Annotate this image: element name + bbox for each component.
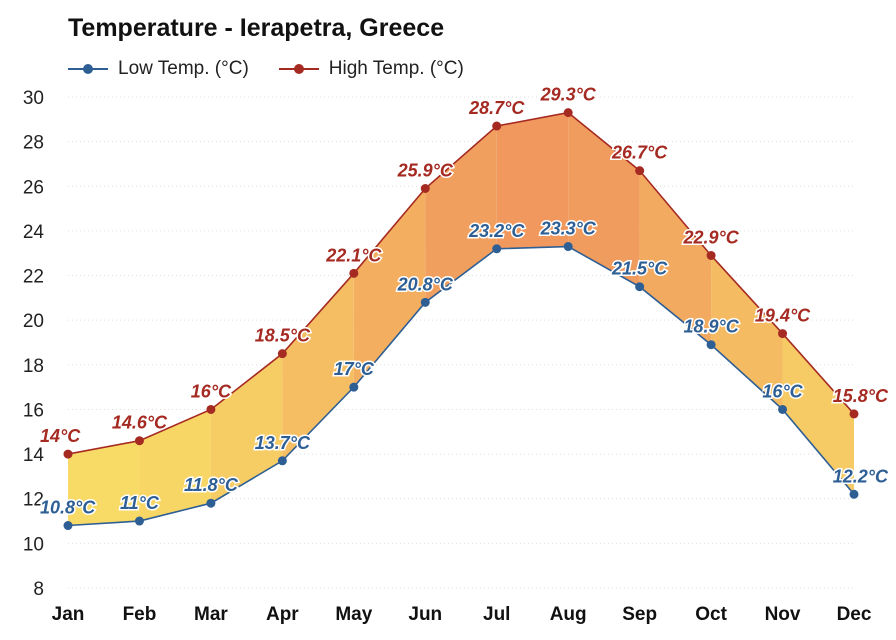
high-temp-data-label: 26.7°C — [611, 143, 668, 163]
high-temp-data-label: 15.8°C — [833, 386, 889, 406]
low-temp-point — [206, 498, 216, 508]
low-temp-line — [67, 245, 855, 527]
low-temp-data-label: 13.7°C — [255, 433, 311, 453]
low-temp-data-label: 23.2°C — [468, 221, 525, 241]
high-temp-data-label: 14.6°C — [112, 413, 168, 433]
low-temp-point — [492, 244, 502, 254]
low-temp-point — [849, 489, 859, 499]
low-temp-data-label: 23.3°C — [540, 219, 597, 239]
temperature-band-segment — [782, 333, 854, 495]
high-temp-data-label: 18.5°C — [255, 326, 311, 346]
low-temp-data-label: 12.2°C — [833, 466, 889, 486]
temperature-band-segment — [425, 126, 497, 303]
low-temp-data-label: 21.5°C — [611, 259, 668, 279]
y-tick-label: 18 — [23, 356, 44, 377]
high-temp-data-label: 19.4°C — [755, 306, 811, 326]
x-tick-label: Nov — [765, 604, 801, 625]
legend-item-low[interactable]: Low Temp. (°C) — [68, 58, 249, 80]
low-temp-point — [706, 340, 716, 350]
low-temp-data-label: 11°C — [120, 493, 160, 513]
high-temp-point — [63, 449, 73, 459]
high-temp-point — [635, 166, 645, 176]
x-tick-label: Aug — [550, 604, 587, 625]
x-tick-label: Sep — [622, 604, 657, 625]
temperature-band-segment — [496, 112, 569, 249]
chart-legend: Low Temp. (°C) High Temp. (°C) — [68, 58, 494, 80]
high-temp-point — [277, 349, 287, 359]
high-temp-point — [134, 436, 144, 446]
high-temp-data-label: 25.9°C — [397, 161, 454, 181]
high-temp-point — [420, 184, 430, 194]
y-tick-label: 12 — [23, 490, 44, 511]
low-temp-point — [420, 297, 430, 307]
high-temp-data-label: 29.3°C — [540, 85, 597, 105]
legend-low-label: Low Temp. (°C) — [118, 58, 249, 79]
low-temp-data-label: 10.8°C — [40, 498, 96, 518]
high-temp-data-label: 16°C — [191, 381, 232, 401]
low-temp-point — [134, 516, 144, 526]
high-temp-data-label: 28.7°C — [468, 98, 525, 118]
temperature-band-segment — [282, 273, 354, 461]
high-temp-data-label: 22.1°C — [325, 245, 382, 265]
high-temp-data-label: 14°C — [40, 426, 81, 446]
low-temp-point — [277, 456, 287, 466]
x-tick-label: Jul — [483, 604, 510, 625]
temperature-band-segment — [353, 188, 426, 388]
chart-title: Temperature - Ierapetra, Greece — [68, 14, 445, 42]
low-temp-point — [63, 521, 73, 531]
y-tick-label: 28 — [23, 133, 44, 154]
high-temp-point — [492, 121, 502, 131]
low-temp-point — [778, 404, 788, 414]
legend-item-high[interactable]: High Temp. (°C) — [278, 58, 464, 80]
high-temp-point — [849, 409, 859, 419]
y-tick-label: 8 — [33, 579, 44, 600]
low-temp-data-label: 18.9°C — [683, 317, 739, 337]
y-tick-label: 22 — [23, 267, 44, 288]
low-temp-data-label: 16°C — [762, 381, 803, 401]
x-tick-label: Jun — [408, 604, 442, 625]
x-tick-label: Apr — [266, 604, 299, 625]
temperature-band-segment — [711, 255, 783, 410]
high-temp-point — [778, 329, 788, 339]
y-tick-label: 16 — [23, 400, 44, 421]
y-tick-label: 26 — [23, 177, 44, 198]
temperature-band-segment — [139, 409, 211, 522]
y-tick-label: 30 — [23, 88, 44, 109]
low-temp-data-label: 11.8°C — [184, 475, 239, 495]
legend-low-marker-icon — [68, 62, 108, 76]
low-temp-point — [349, 382, 359, 392]
y-tick-label: 14 — [23, 445, 45, 466]
x-tick-label: Feb — [123, 604, 157, 625]
low-temp-data-label: 17°C — [334, 359, 375, 379]
x-tick-label: Oct — [695, 604, 727, 625]
low-temp-point — [563, 242, 573, 252]
low-temp-point — [635, 282, 645, 292]
temperature-band-segment — [210, 353, 283, 504]
high-temp-line — [67, 111, 855, 455]
high-temp-point — [563, 108, 573, 118]
low-temp-data-label: 20.8°C — [397, 274, 454, 294]
high-temp-point — [706, 250, 716, 260]
y-tick-label: 20 — [23, 311, 44, 332]
x-tick-label: Mar — [194, 604, 228, 625]
x-tick-label: Jan — [52, 604, 85, 625]
high-temp-point — [349, 268, 359, 278]
x-tick-label: May — [335, 604, 372, 625]
legend-high-marker-icon — [278, 62, 319, 76]
legend-high-label: High Temp. (°C) — [328, 58, 464, 79]
temperature-band-segment — [68, 440, 140, 526]
y-tick-label: 24 — [23, 222, 45, 243]
x-tick-label: Dec — [837, 604, 872, 625]
y-tick-label: 10 — [23, 534, 44, 555]
high-temp-data-label: 22.9°C — [682, 227, 739, 247]
high-temp-point — [206, 404, 216, 414]
